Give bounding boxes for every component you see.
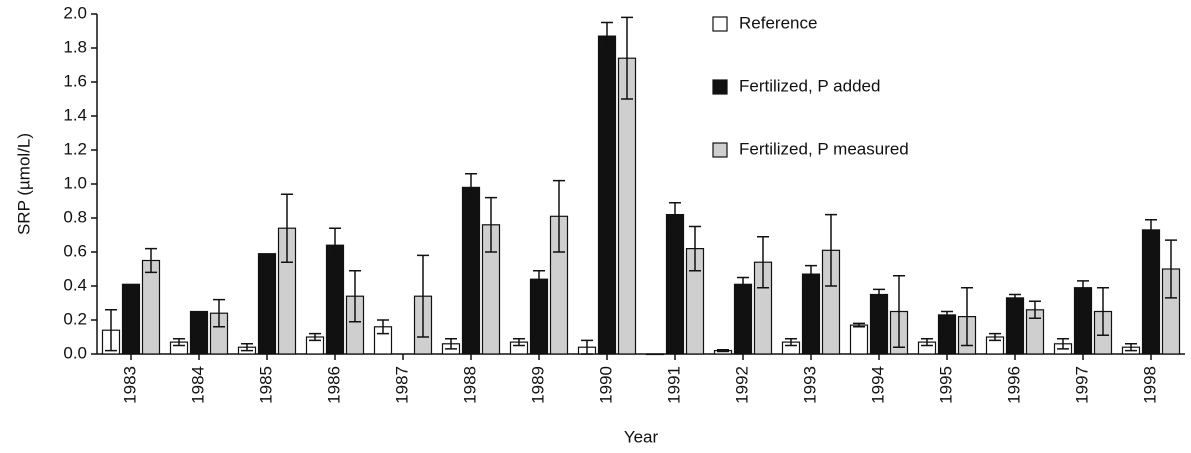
error-bar (873, 288, 885, 301)
error-bar (785, 337, 797, 347)
x-tick-label: 1995 (936, 366, 955, 404)
y-tick-label: 1.0 (63, 173, 87, 192)
legend-swatch (712, 16, 728, 32)
error-bar (1009, 293, 1021, 303)
bar (597, 35, 617, 355)
x-axis-label: Year (624, 427, 659, 446)
bar (1073, 287, 1093, 355)
bar (665, 214, 685, 355)
y-tick-label: 0.8 (63, 207, 87, 226)
y-tick-label: 0.4 (63, 275, 87, 294)
x-tick-label: 1983 (120, 366, 139, 404)
error-bar (465, 173, 477, 202)
y-tick-label: 0.0 (63, 343, 87, 362)
bar (461, 186, 481, 355)
legend-swatch (712, 142, 728, 158)
x-tick-label: 1993 (800, 366, 819, 404)
legend-label: Fertilized, P added (739, 76, 880, 95)
x-tick-label: 1984 (188, 366, 207, 404)
bar (1005, 297, 1025, 355)
legend-swatch (712, 79, 728, 95)
error-bar (825, 213, 837, 287)
y-tick-label: 0.2 (63, 309, 87, 328)
bar (141, 259, 161, 355)
error-bar (689, 225, 701, 272)
error-bar (173, 337, 185, 347)
error-bar (737, 276, 749, 292)
bar (645, 353, 665, 356)
error-bar (669, 201, 681, 228)
error-bar (757, 235, 769, 289)
bar (937, 314, 957, 355)
x-tick-label: 1989 (528, 366, 547, 404)
legend-label: Reference (739, 13, 817, 32)
bar (1141, 229, 1161, 355)
y-tick-label: 1.2 (63, 139, 87, 158)
error-bar (1145, 218, 1157, 241)
x-tick-label: 1994 (868, 366, 887, 404)
y-tick-label: 2.0 (63, 3, 87, 22)
bar (617, 57, 637, 355)
bar (529, 278, 549, 355)
error-bar (241, 343, 253, 352)
error-bar (853, 322, 865, 328)
y-axis-label: SRP (µmol/L) (14, 133, 33, 235)
error-bar (1097, 286, 1109, 337)
y-tick-label: 1.4 (63, 105, 87, 124)
x-tick-label: 1985 (256, 366, 275, 404)
error-bar (621, 16, 633, 100)
error-bar (513, 337, 525, 347)
x-tick-label: 1991 (664, 366, 683, 404)
x-tick-label: 1996 (1004, 366, 1023, 404)
x-tick-label: 1986 (324, 366, 343, 404)
error-bar (921, 337, 933, 347)
y-tick-label: 1.8 (63, 37, 87, 56)
error-bar (1057, 337, 1069, 350)
error-bar (377, 319, 389, 335)
error-bar (1165, 239, 1177, 299)
y-tick-label: 1.6 (63, 71, 87, 90)
error-bar (213, 298, 225, 328)
y-tick-label: 0.6 (63, 241, 87, 260)
x-tick-label: 1990 (596, 366, 615, 404)
error-bar (601, 21, 613, 51)
error-bar (349, 269, 361, 323)
error-bar (989, 332, 1001, 342)
bar (189, 310, 209, 355)
error-bar (805, 264, 817, 284)
bar (257, 253, 277, 355)
error-bar (329, 227, 341, 263)
error-bar (145, 247, 157, 274)
x-tick-label: 1997 (1072, 366, 1091, 404)
x-tick-label: 1998 (1140, 366, 1159, 404)
bar (121, 283, 141, 355)
error-bar (1077, 280, 1089, 296)
x-tick-label: 1988 (460, 366, 479, 404)
error-bar (893, 275, 905, 348)
bar (849, 324, 869, 355)
error-bar (717, 349, 729, 353)
error-bar (961, 286, 973, 347)
error-bar (309, 332, 321, 342)
error-bar (105, 309, 117, 352)
bar (733, 283, 753, 355)
legend-label: Fertilized, P measured (739, 139, 909, 158)
bar (801, 273, 821, 355)
error-bar (417, 254, 429, 338)
x-tick-label: 1987 (392, 366, 411, 404)
x-tick-label: 1992 (732, 366, 751, 404)
error-bar (1125, 343, 1137, 352)
error-bar (533, 269, 545, 289)
error-bar (485, 196, 497, 253)
error-bar (445, 337, 457, 350)
error-bar (553, 179, 565, 253)
error-bar (1029, 300, 1041, 320)
error-bar (941, 310, 953, 320)
error-bar (281, 193, 293, 263)
bar (869, 293, 889, 355)
error-bar (581, 339, 593, 355)
